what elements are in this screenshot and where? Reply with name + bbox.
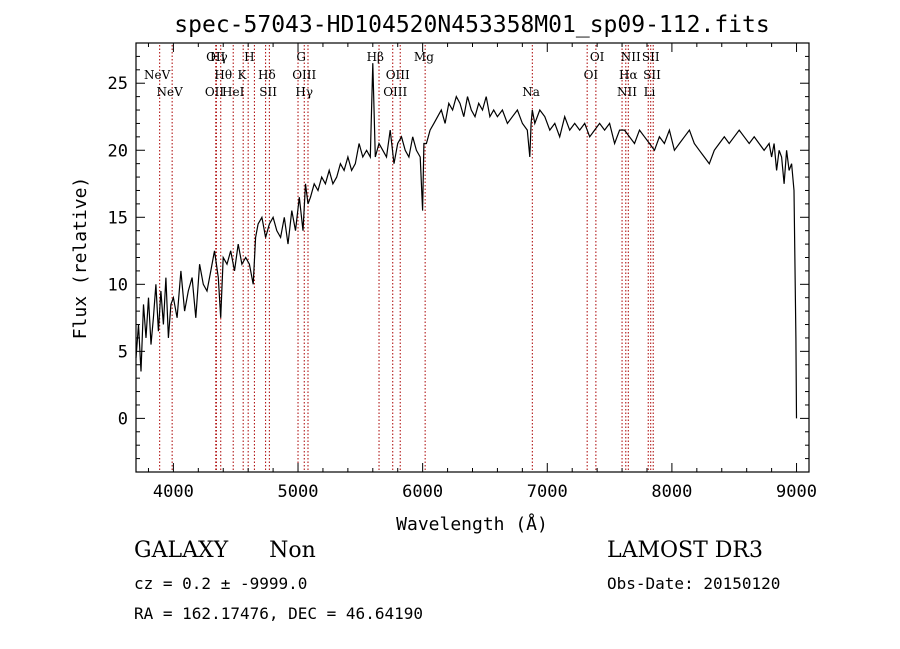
line-label-25: NII	[617, 85, 637, 99]
spectrum-line	[135, 63, 798, 419]
line-label-0: NeV	[144, 68, 171, 82]
line-label-16: OIII	[383, 85, 407, 99]
line-label-21: NII	[621, 50, 641, 64]
x-tick-label-8000: 8000	[651, 482, 692, 502]
x-tick-label-7000: 7000	[527, 482, 568, 502]
x-axis-ticks: 4000 5000 6000 7000 8000 9000	[147, 43, 817, 502]
line-label-4: H	[244, 50, 254, 64]
line-label-10: SII	[259, 85, 277, 99]
line-label-5: Hθ	[214, 68, 232, 82]
line-label-7: Hδ	[258, 68, 276, 82]
line-label-19: OI	[590, 50, 605, 64]
y-tick-label-10: 10	[108, 275, 128, 295]
line-label-15: OIII	[386, 68, 410, 82]
survey-name: LAMOST DR3	[607, 538, 763, 563]
emission-line-markers	[159, 45, 654, 470]
line-label-1: NeV	[157, 85, 184, 99]
ra-dec-coordinates: RA = 162.17476, DEC = 46.64190	[134, 604, 423, 623]
line-label-6: K	[237, 68, 247, 82]
x-axis-label: Wavelength (Å)	[396, 513, 548, 535]
line-label-13: Hγ	[295, 85, 313, 99]
y-tick-label-20: 20	[108, 141, 128, 161]
line-label-9: HeI	[222, 85, 245, 99]
object-class: GALAXY Non	[134, 538, 316, 563]
y-tick-label-5: 5	[118, 342, 128, 362]
y-tick-label-0: 0	[118, 409, 128, 429]
y-axis-label: Flux (relative)	[70, 177, 91, 340]
redshift-cz: cz = 0.2 ± -9999.0	[134, 574, 308, 593]
line-label-18: Na	[522, 85, 540, 99]
y-tick-label-15: 15	[108, 208, 128, 228]
line-label-22: SII	[642, 50, 660, 64]
line-label-26: Li	[644, 85, 656, 99]
line-label-8: OII	[205, 85, 225, 99]
line-label-14: Hβ	[367, 50, 384, 64]
y-tick-label-25: 25	[108, 74, 128, 94]
line-label-24: SII	[643, 68, 661, 82]
x-tick-label-4000: 4000	[153, 482, 194, 502]
object-subclass-value: Non	[269, 538, 316, 563]
x-tick-label-5000: 5000	[278, 482, 319, 502]
object-class-value: GALAXY	[134, 538, 229, 563]
x-tick-label-9000: 9000	[776, 482, 817, 502]
line-label-11: G	[296, 50, 306, 64]
line-label-3: Hγ	[210, 50, 228, 64]
line-label-20: OI	[584, 68, 599, 82]
chart-title: spec-57043-HD104520N453358M01_sp09-112.f…	[174, 12, 769, 38]
line-label-2: OII	[206, 50, 226, 64]
y-axis-ticks: 0 5 10 15 20 25	[108, 42, 809, 473]
observation-date: Obs-Date: 20150120	[607, 574, 781, 593]
line-label-23: Hα	[619, 68, 638, 82]
x-tick-label-6000: 6000	[402, 482, 443, 502]
line-label-17: Mg	[414, 50, 434, 64]
line-label-12: OIII	[292, 68, 316, 82]
